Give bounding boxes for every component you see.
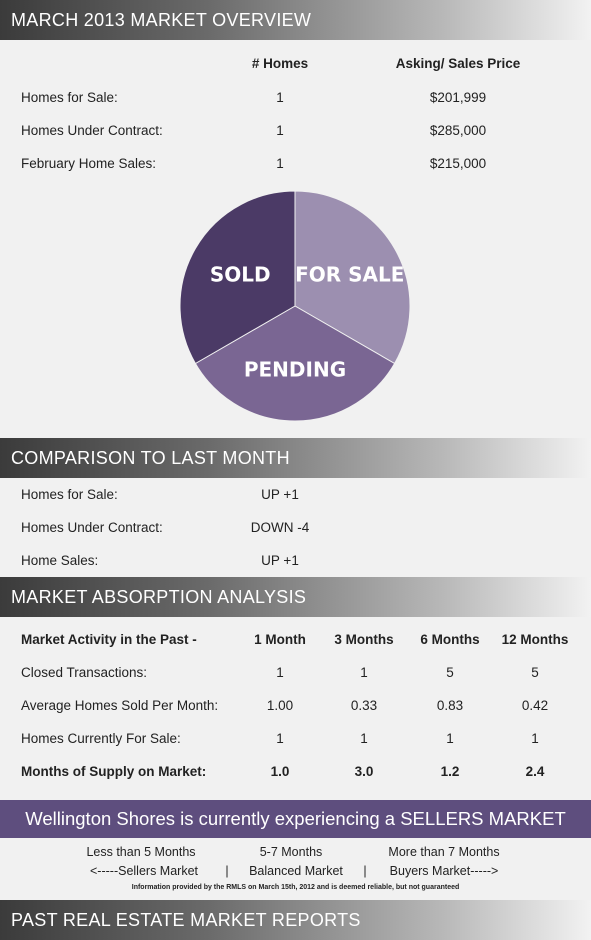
absorption-cell: 0.42 [521, 698, 549, 713]
comparison-row-label: Homes for Sale: [21, 487, 118, 502]
pie-label-for-sale: FOR SALE [295, 262, 404, 286]
section-header-overview: MARCH 2013 MARKET OVERVIEW [0, 0, 591, 40]
absorption-col-12-months: 12 Months [501, 632, 569, 647]
overview-row-label: Homes for Sale: [21, 90, 118, 105]
absorption-cell: 3.0 [354, 764, 374, 779]
absorption-cell: 1 [360, 665, 368, 680]
section-header-comparison: COMPARISON TO LAST MONTH [0, 438, 591, 478]
col-homes-header: # Homes [251, 56, 309, 71]
absorption-cell: 1.0 [270, 764, 290, 779]
overview-row-homes: 1 [276, 90, 284, 105]
overview-row-label: Homes Under Contract: [21, 123, 163, 138]
absorption-col-1-month: 1 Month [254, 632, 306, 647]
comparison-row-value: DOWN -4 [250, 520, 310, 535]
source-footnote: Information provided by the RMLS on Marc… [131, 884, 460, 891]
absorption-cell: 5 [446, 665, 454, 680]
absorption-cell: 1 [276, 665, 284, 680]
pie-label-pending: PENDING [244, 357, 346, 381]
absorption-col-label: Market Activity in the Past - [21, 632, 197, 647]
comparison-row-label: Home Sales: [21, 553, 99, 568]
absorption-row-label: Months of Supply on Market: [21, 764, 207, 779]
comparison-row-value: UP +1 [261, 553, 299, 568]
absorption-row-label: Closed Transactions: [21, 665, 148, 680]
pie-slice-for-sale [294, 190, 411, 365]
legend-label-balanced: Balanced Market [249, 864, 343, 878]
legend-threshold-buyers: More than 7 Months [388, 845, 500, 859]
pie-slice-sold [179, 190, 296, 365]
legend-label-buyers: Buyers Market-----> [389, 864, 499, 878]
pie-label-sold: SOLD [210, 262, 271, 286]
absorption-cell: 0.83 [436, 698, 464, 713]
absorption-cell: 5 [531, 665, 539, 680]
overview-row-price: $215,000 [429, 156, 487, 171]
pie-slice-pending [194, 305, 396, 422]
absorption-cell: 1 [531, 731, 539, 746]
legend-separator: | [363, 864, 367, 878]
section-header-past-reports[interactable]: PAST REAL ESTATE MARKET REPORTS [0, 900, 591, 940]
overview-row-homes: 1 [276, 123, 284, 138]
overview-row-price: $201,999 [429, 90, 487, 105]
section-header-absorption: MARKET ABSORPTION ANALYSIS [0, 577, 591, 617]
col-price-header: Asking/ Sales Price [395, 56, 521, 71]
absorption-cell: 0.33 [350, 698, 378, 713]
absorption-row-label: Homes Currently For Sale: [21, 731, 181, 746]
market-status-banner: Wellington Shores is currently experienc… [0, 800, 591, 838]
legend-threshold-sellers: Less than 5 Months [86, 845, 196, 859]
absorption-cell: 1.00 [266, 698, 294, 713]
absorption-cell: 1 [276, 731, 284, 746]
legend-threshold-balanced: 5-7 Months [259, 845, 323, 859]
overview-row-homes: 1 [276, 156, 284, 171]
overview-row-price: $285,000 [429, 123, 487, 138]
absorption-col-6-months: 6 Months [420, 632, 480, 647]
absorption-cell: 1.2 [440, 764, 460, 779]
comparison-row-label: Homes Under Contract: [21, 520, 163, 535]
overview-row-label: February Home Sales: [21, 156, 157, 171]
absorption-cell: 2.4 [525, 764, 545, 779]
absorption-row-label: Average Homes Sold Per Month: [21, 698, 219, 713]
legend-separator: | [225, 864, 229, 878]
comparison-row-value: UP +1 [261, 487, 299, 502]
absorption-cell: 1 [446, 731, 454, 746]
market-pie-chart: FOR SALE PENDING SOLD [179, 190, 411, 422]
absorption-col-3-months: 3 Months [334, 632, 394, 647]
legend-label-sellers: <-----Sellers Market [90, 864, 198, 878]
absorption-cell: 1 [360, 731, 368, 746]
